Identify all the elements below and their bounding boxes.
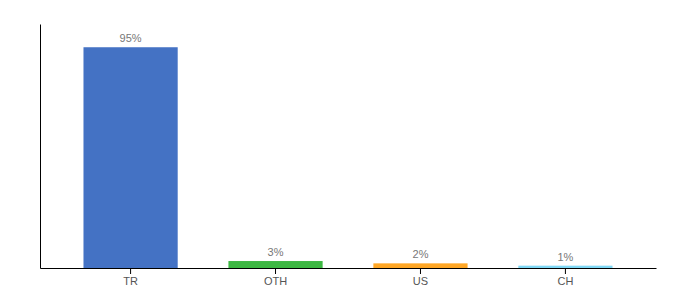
data-label: 95% <box>120 32 142 44</box>
data-label: 1% <box>557 251 573 263</box>
bar <box>518 266 612 268</box>
chart: TR OTH US CH 95% 3% 2% 1% <box>0 0 680 300</box>
y-axis <box>40 25 41 269</box>
y-axis-line <box>40 25 41 269</box>
x-tick: US <box>413 268 428 287</box>
bar <box>373 263 467 268</box>
plot: TR OTH US CH 95% 3% 2% 1% <box>41 25 657 287</box>
x-tick: TR <box>123 268 138 287</box>
x-tick: CH <box>557 268 573 287</box>
bars <box>83 47 612 268</box>
x-tick-label: TR <box>123 275 138 287</box>
x-axis: TR OTH US CH <box>41 268 657 287</box>
x-tick-mark <box>420 268 421 274</box>
x-axis-line <box>41 268 657 269</box>
x-tick-label: OTH <box>264 275 287 287</box>
data-labels: 95% 3% 2% 1% <box>120 32 574 262</box>
x-tick-mark <box>565 268 566 274</box>
bar <box>83 47 177 268</box>
data-label: 2% <box>413 248 429 260</box>
x-tick-mark <box>130 268 131 274</box>
x-tick-mark <box>275 268 276 274</box>
data-label: 3% <box>268 246 284 258</box>
x-tick-label: US <box>413 275 428 287</box>
x-tick: OTH <box>264 268 287 287</box>
bar <box>228 261 322 268</box>
x-tick-label: CH <box>557 275 573 287</box>
